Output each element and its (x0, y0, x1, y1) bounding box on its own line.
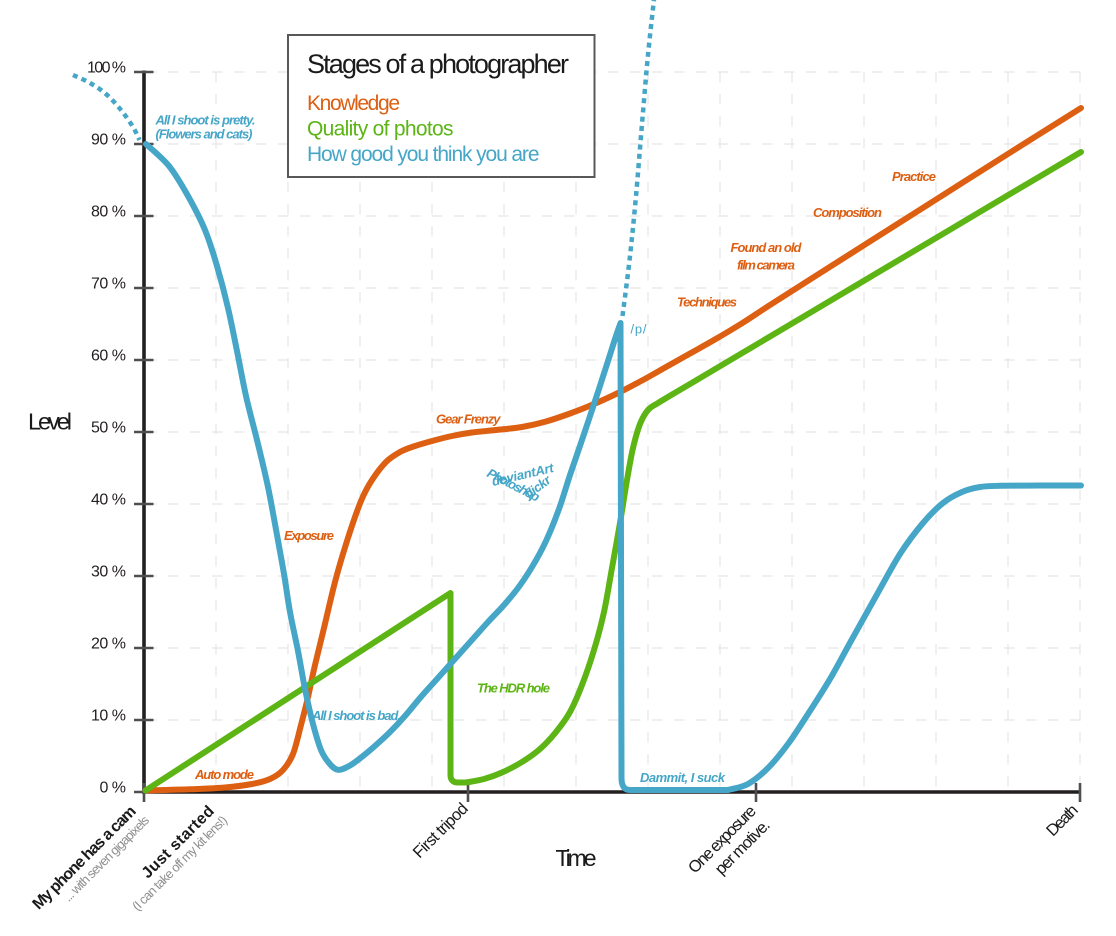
svg-text:40 %: 40 % (91, 492, 126, 509)
svg-text:Practice: Practice (892, 169, 936, 184)
svg-text:0 %: 0 % (100, 780, 127, 797)
svg-text:How good you think you are: How good you think you are (307, 143, 540, 166)
svg-text:My phone has a cam: My phone has a cam (30, 803, 140, 913)
svg-text:Auto mode: Auto mode (194, 767, 254, 782)
svg-text:film camera: film camera (737, 258, 795, 273)
svg-text:10 %: 10 % (91, 708, 126, 725)
svg-text:Level: Level (28, 409, 72, 435)
svg-text:90 %: 90 % (91, 132, 126, 149)
svg-text:All I shoot is bad.: All I shoot is bad. (311, 708, 401, 723)
svg-text:Stages of a photographer: Stages of a photographer (307, 49, 569, 79)
svg-text:(Flowers and cats): (Flowers and cats) (156, 127, 253, 142)
svg-text:60 %: 60 % (91, 348, 126, 365)
svg-text:30 %: 30 % (91, 564, 126, 581)
svg-text:Found an old: Found an old (731, 240, 803, 255)
svg-text:Death: Death (1043, 801, 1082, 840)
svg-text:Exposure: Exposure (284, 528, 334, 543)
svg-text:Quality of photos: Quality of photos (307, 118, 454, 141)
svg-text:Gear Frenzy: Gear Frenzy (436, 412, 501, 427)
svg-text:The HDR hole: The HDR hole (477, 681, 550, 696)
svg-text:Composition: Composition (813, 205, 882, 220)
svg-text:/p/: /p/ (631, 322, 647, 337)
svg-text:80 %: 80 % (91, 204, 126, 221)
svg-text:First tripod: First tripod (410, 800, 472, 862)
svg-text:100 %: 100 % (87, 60, 126, 77)
svg-text:70 %: 70 % (91, 276, 126, 293)
svg-text:50 %: 50 % (91, 420, 126, 437)
svg-text:All I shoot is pretty.: All I shoot is pretty. (155, 113, 256, 128)
svg-text:Time: Time (556, 845, 597, 871)
svg-text:20 %: 20 % (91, 636, 126, 653)
svg-text:Knowledge: Knowledge (307, 92, 400, 115)
svg-text:Techniques: Techniques (677, 295, 737, 310)
svg-text:Dammit, I suck: Dammit, I suck (640, 770, 726, 785)
